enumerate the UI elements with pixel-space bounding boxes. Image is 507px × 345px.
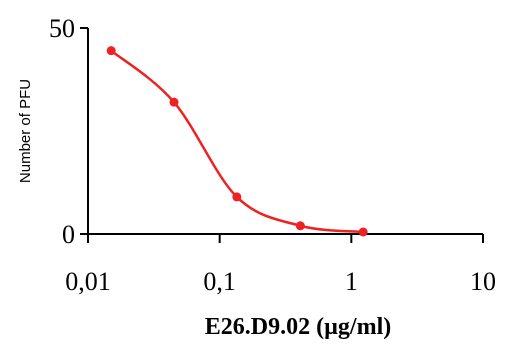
x-axis-title: E26.D9.02 (µg/ml): [205, 314, 391, 340]
data-point: [358, 227, 368, 237]
x-tick-label: 10: [470, 267, 496, 296]
axes: [87, 28, 483, 235]
y-axis-title: Number of PFU: [17, 79, 34, 183]
y-tick-label: 0: [62, 220, 75, 249]
data-point: [169, 97, 179, 107]
data-point: [106, 46, 116, 56]
x-tick-label: 0,01: [65, 267, 111, 296]
series-group: [106, 46, 368, 237]
ticks: [80, 27, 484, 243]
tick-labels: 0,01 0,1 1 10 0 50: [49, 14, 496, 296]
y-tick-label: 50: [49, 14, 75, 43]
x-tick-label: 1: [345, 267, 358, 296]
x-tick-label: 0,1: [203, 267, 236, 296]
data-point: [232, 192, 242, 202]
series-line: [110, 49, 364, 234]
data-point: [295, 221, 305, 231]
